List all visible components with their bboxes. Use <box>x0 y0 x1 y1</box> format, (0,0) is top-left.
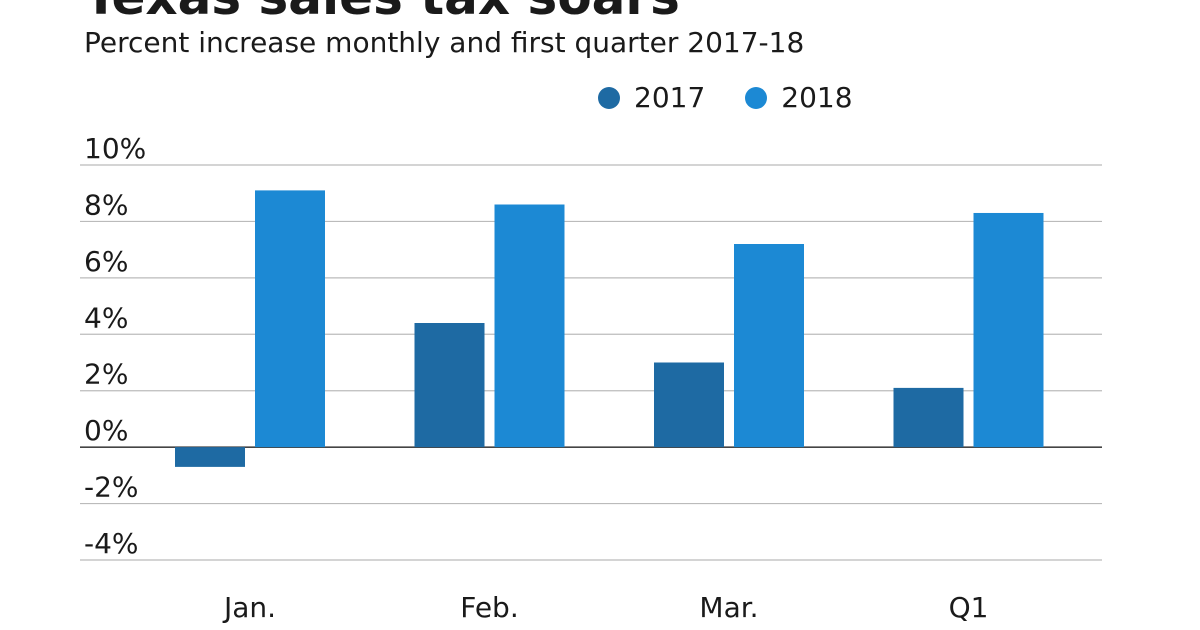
bar-2017-jan <box>175 447 245 467</box>
legend-item-2017: 2017 <box>598 84 705 112</box>
legend-label-2018: 2018 <box>781 81 853 114</box>
y-tick-label: 0% <box>84 414 128 447</box>
x-tick-label: Q1 <box>949 591 989 624</box>
bar-2018-mar <box>734 244 804 448</box>
bar-2017-mar <box>654 362 724 448</box>
bar-2018-q1 <box>973 212 1044 448</box>
chart-subtitle: Percent increase monthly and first quart… <box>84 26 805 59</box>
y-tick-label: 8% <box>84 188 128 221</box>
chart-title: Texas sales tax soars <box>84 0 680 22</box>
x-tick-label: Feb. <box>460 591 518 624</box>
y-tick-label: -2% <box>84 471 139 504</box>
y-tick-label: 6% <box>84 245 128 278</box>
legend: 2017 2018 <box>598 80 853 116</box>
y-tick-label: 10% <box>84 132 146 165</box>
legend-swatch-2017 <box>598 87 620 109</box>
y-tick-label: 4% <box>84 301 128 334</box>
x-tick-label: Jan. <box>222 591 276 624</box>
legend-swatch-2018 <box>745 87 768 109</box>
y-tick-label: -4% <box>84 527 139 560</box>
bar-2017-q1 <box>893 387 964 448</box>
bar-2018-jan <box>255 190 325 448</box>
y-tick-label: 2% <box>84 358 128 391</box>
bar-2018-feb <box>494 204 565 448</box>
x-tick-label: Mar. <box>699 591 758 624</box>
legend-label-2017: 2017 <box>634 81 706 114</box>
legend-item-2018: 2018 <box>745 81 853 114</box>
bar-2017-feb <box>414 323 485 448</box>
